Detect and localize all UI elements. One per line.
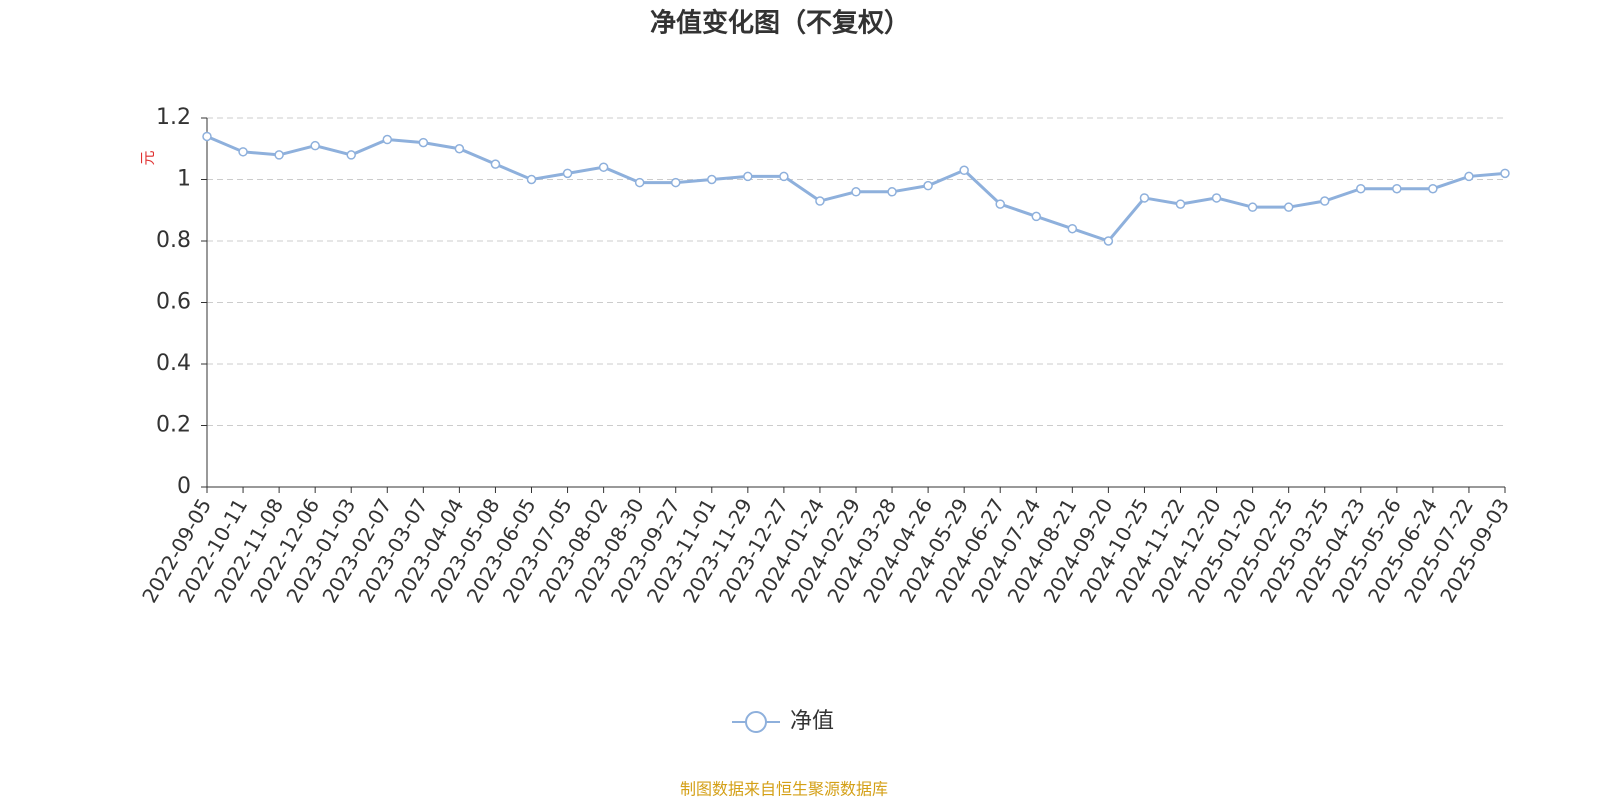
point <box>382 134 393 145</box>
y-tick-label: 0.2 <box>156 413 191 438</box>
point <box>707 174 717 185</box>
point <box>1067 223 1078 234</box>
point <box>887 187 897 197</box>
point <box>779 171 789 182</box>
point <box>959 165 969 176</box>
point <box>1500 168 1510 179</box>
point <box>634 177 645 188</box>
y-tick-label: 0.4 <box>156 351 191 376</box>
point <box>310 140 320 151</box>
point <box>274 150 284 160</box>
point <box>562 168 573 179</box>
point <box>526 174 537 185</box>
legend-marker <box>745 711 767 733</box>
y-axis-label: 元 <box>139 150 157 165</box>
point <box>923 180 933 191</box>
point <box>1103 236 1114 246</box>
point <box>1139 193 1150 203</box>
point <box>454 144 465 154</box>
point <box>202 131 212 142</box>
point <box>995 199 1005 209</box>
legend-label: 净值 <box>790 709 834 734</box>
point <box>1247 202 1258 212</box>
point <box>1175 199 1186 209</box>
point <box>1392 183 1402 194</box>
point <box>743 171 753 182</box>
point <box>1283 202 1294 212</box>
y-tick-label: 1.2 <box>156 105 191 130</box>
point <box>670 177 681 188</box>
point <box>598 162 609 172</box>
point <box>1211 193 1222 203</box>
point <box>1428 183 1438 194</box>
point <box>1356 183 1366 194</box>
y-tick-label: 0 <box>177 474 191 499</box>
point <box>815 196 825 206</box>
point <box>1319 196 1330 206</box>
y-tick-label: 0.6 <box>156 290 191 315</box>
point <box>418 137 429 148</box>
point <box>1031 211 1042 222</box>
point <box>238 147 248 157</box>
y-tick-label: 0.8 <box>156 228 191 253</box>
chart-title: 净值变化图（不复权） <box>650 8 910 39</box>
source-note: 制图数据来自恒生聚源数据库 <box>680 780 888 799</box>
y-tick-label: 1 <box>177 167 191 192</box>
point <box>490 159 501 169</box>
point <box>346 150 356 160</box>
point <box>851 187 861 197</box>
point <box>1464 171 1474 182</box>
